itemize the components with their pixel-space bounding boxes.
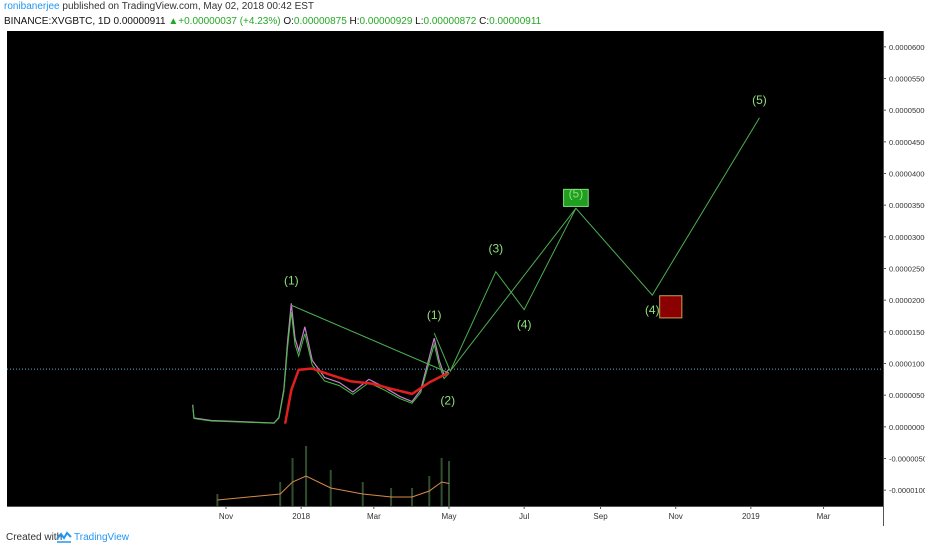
y-tick-label: 0.00005500 xyxy=(889,75,925,84)
y-tick-label: 0.00000000 xyxy=(889,423,925,432)
footer: Created with TradingView xyxy=(0,527,932,550)
wave-label: (5) xyxy=(752,93,767,107)
author-link[interactable]: ronibanerjee xyxy=(4,1,60,12)
y-tick-label: 0.00000500 xyxy=(889,391,925,400)
target-box-green xyxy=(563,188,589,207)
y-tick-label: 0.00002000 xyxy=(889,296,925,305)
plot-background xyxy=(7,31,883,506)
wave-label: (4) xyxy=(517,318,532,332)
wave-label: (1) xyxy=(427,308,442,322)
x-tick-label: Mar xyxy=(817,512,831,521)
low-label: L: xyxy=(415,16,424,27)
price-chart[interactable]: 0.00006000 0.00005500 0.00005000 0.00004500… xyxy=(7,31,931,526)
y-tick-label: 0.00001000 xyxy=(889,360,925,369)
up-arrow-icon: ▲ xyxy=(168,16,179,27)
x-tick-label: Mar xyxy=(367,512,381,521)
tradingview-logo-icon xyxy=(56,531,72,543)
x-tick-label: May xyxy=(441,512,456,521)
open-label: O: xyxy=(283,16,294,27)
high-value: 0.00000929 xyxy=(359,16,413,27)
x-tick-label: Sep xyxy=(593,512,608,521)
y-tick-label: 0.00005000 xyxy=(889,106,925,115)
y-tick-label: 0.00003500 xyxy=(889,201,925,210)
open-value: 0.00000875 xyxy=(293,16,347,27)
y-tick-label: 0.00003000 xyxy=(889,233,925,242)
close-label: C: xyxy=(479,16,490,27)
close-value: 0.00000911 xyxy=(489,16,542,27)
wave-label: (5) xyxy=(569,187,584,201)
x-tick-label: Nov xyxy=(669,512,683,521)
target-box-red xyxy=(659,295,683,319)
y-tick-label: 0.00004000 xyxy=(889,170,925,179)
created-with-label: Created with xyxy=(6,532,63,543)
tradingview-brand[interactable]: TradingView xyxy=(74,532,130,543)
last-price: 0.00000911 xyxy=(113,16,166,27)
wave-projection-line xyxy=(433,208,577,373)
y-tick-label: -0.00001000 xyxy=(889,486,925,495)
price-ma-fast-line xyxy=(192,311,450,424)
symbol-label[interactable]: BINANCE:XVGBTC, 1D xyxy=(4,16,111,27)
high-label: H: xyxy=(349,16,360,27)
wave-projection-line-alt xyxy=(449,117,760,372)
wave-label: (3) xyxy=(488,242,503,256)
x-tick-label: 2019 xyxy=(742,512,760,521)
moving-average-line xyxy=(283,367,450,424)
y-tick-label: -0.00000500 xyxy=(889,455,925,464)
y-tick-label: 0.00001500 xyxy=(889,328,925,337)
volume-ma-line xyxy=(217,475,450,501)
y-tick-label: 0.00006000 xyxy=(889,43,925,52)
publish-text: published on TradingView.com, May 02, 20… xyxy=(62,1,315,12)
y-tick-label: 0.00002500 xyxy=(889,265,925,274)
low-value: 0.00000872 xyxy=(423,16,477,27)
x-tick-label: Nov xyxy=(219,512,233,521)
y-tick-label: 0.00004500 xyxy=(889,138,925,147)
wave-label: (2) xyxy=(440,394,455,408)
x-tick-label: Jul xyxy=(519,512,529,521)
price-change: +0.00000037 (+4.23%) xyxy=(178,16,281,27)
chart-header: ronibanerjee published on TradingView.co… xyxy=(0,0,932,30)
x-tick-label: 2018 xyxy=(292,512,310,521)
publish-line: ronibanerjee published on TradingView.co… xyxy=(4,1,314,12)
wave-trendline xyxy=(291,304,450,374)
wave-label: (1) xyxy=(284,273,299,287)
wave-label: (4) xyxy=(645,303,660,317)
chart-area[interactable]: 0.00006000 0.00005500 0.00005000 0.00004500… xyxy=(7,31,931,526)
ohlc-legend: BINANCE:XVGBTC, 1D 0.00000911 ▲+0.000000… xyxy=(4,16,541,27)
